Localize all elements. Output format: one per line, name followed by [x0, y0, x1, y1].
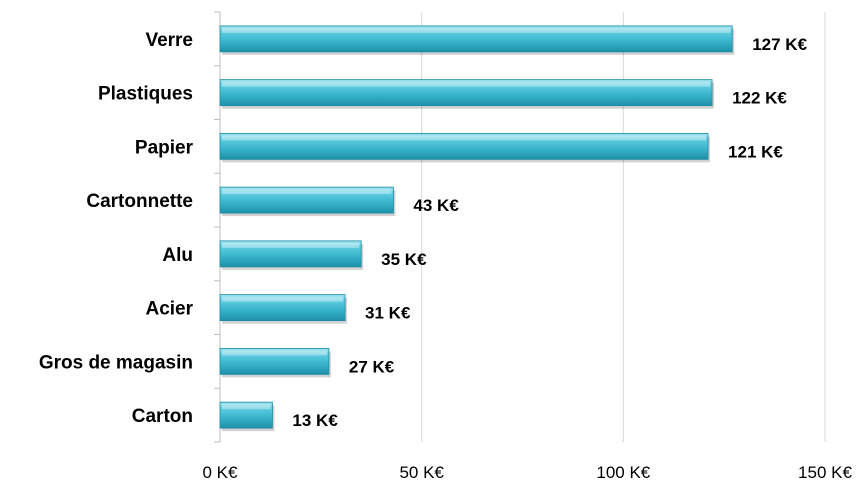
axis-layer — [214, 11, 221, 443]
data-label: 122 K€ — [732, 89, 787, 108]
data-label: 127 K€ — [752, 35, 807, 54]
category-label: Cartonnette — [86, 191, 193, 212]
bar — [219, 347, 330, 375]
category-label: Carton — [132, 406, 193, 427]
data-label: 121 K€ — [728, 142, 783, 161]
grid-layer — [421, 12, 826, 442]
bar — [219, 79, 713, 107]
category-label: Gros de magasin — [39, 352, 193, 373]
bar — [219, 401, 273, 429]
category-label: Papier — [135, 137, 194, 158]
data-label: 35 K€ — [381, 250, 427, 269]
bar — [219, 25, 733, 53]
bar-highlight — [222, 81, 711, 87]
data-label: 13 K€ — [292, 411, 338, 430]
bar — [219, 294, 346, 322]
bar-highlight — [222, 242, 360, 248]
bar-highlight — [222, 350, 327, 356]
bar — [219, 132, 709, 160]
category-label: Alu — [162, 245, 193, 266]
category-label: Acier — [145, 299, 193, 320]
bar-highlight — [222, 27, 731, 33]
x-tick-label: 100 K€ — [596, 463, 650, 482]
x-tick-label: 150 K€ — [798, 463, 852, 482]
bar-highlight — [222, 135, 707, 141]
bar — [219, 240, 362, 268]
x-tick-label: 50 K€ — [399, 463, 444, 482]
bar-highlight — [222, 296, 344, 302]
label-layer: 0 K€ 50 K€ 100 K€ 150 K€ Verre 127 K€ Plastiqu… — [39, 30, 853, 482]
data-label: 31 K€ — [365, 304, 411, 323]
bar-highlight — [222, 404, 271, 410]
bar-layer — [219, 25, 735, 432]
data-label: 27 K€ — [349, 357, 395, 376]
category-label: Plastiques — [98, 84, 193, 105]
category-label: Verre — [145, 30, 193, 51]
bar-highlight — [222, 189, 392, 195]
x-tick-label: 0 K€ — [203, 463, 239, 482]
bar — [219, 186, 394, 214]
data-label: 43 K€ — [413, 196, 459, 215]
